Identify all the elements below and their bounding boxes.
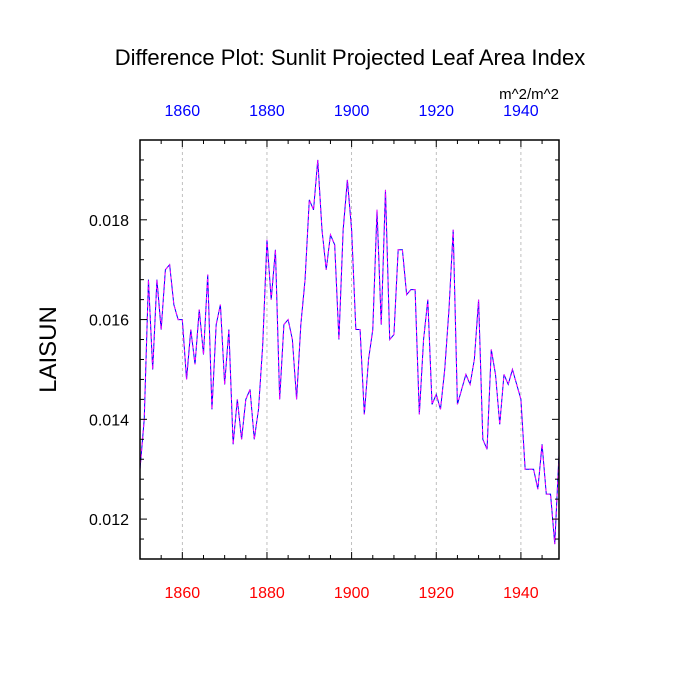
x-tick-labels-bottom: 1860 1880 1900 1920 1940 <box>165 585 539 602</box>
series-line-overlay-0 <box>139 159 560 545</box>
x-tick-label-bottom-1920: 1920 <box>418 585 454 602</box>
y-axis-label: LAISUN <box>35 306 62 393</box>
y-tick-label-0: 0.012 <box>89 512 129 529</box>
x-tick-label-bottom-1900: 1900 <box>334 585 370 602</box>
y-tick-labels: 0.012 0.014 0.016 0.018 <box>89 213 129 529</box>
x-tick-labels-top: 1860 1880 1900 1920 1940 <box>165 103 539 120</box>
x-tick-label-bottom-1860: 1860 <box>165 585 201 602</box>
x-tick-label-top-1940: 1940 <box>503 103 539 120</box>
y-tick-label-2: 0.016 <box>89 313 129 330</box>
x-tick-label-top-1900: 1900 <box>334 103 370 120</box>
x-tick-label-bottom-1940: 1940 <box>503 585 539 602</box>
plot-frame <box>139 139 560 560</box>
x-tick-label-top-1920: 1920 <box>418 103 454 120</box>
grid-lines <box>181 140 522 559</box>
units-label: m^2/m^2 <box>499 86 559 103</box>
x-tick-label-top-1880: 1880 <box>249 103 285 120</box>
x-tick-label-top-1860: 1860 <box>165 103 201 120</box>
y-tick-label-3: 0.018 <box>89 213 129 230</box>
series-layer <box>139 159 560 545</box>
tick-marks <box>139 139 559 560</box>
x-tick-label-bottom-1880: 1880 <box>249 585 285 602</box>
y-tick-label-1: 0.014 <box>89 412 129 429</box>
chart-title: Difference Plot: Sunlit Projected Leaf A… <box>115 45 585 70</box>
